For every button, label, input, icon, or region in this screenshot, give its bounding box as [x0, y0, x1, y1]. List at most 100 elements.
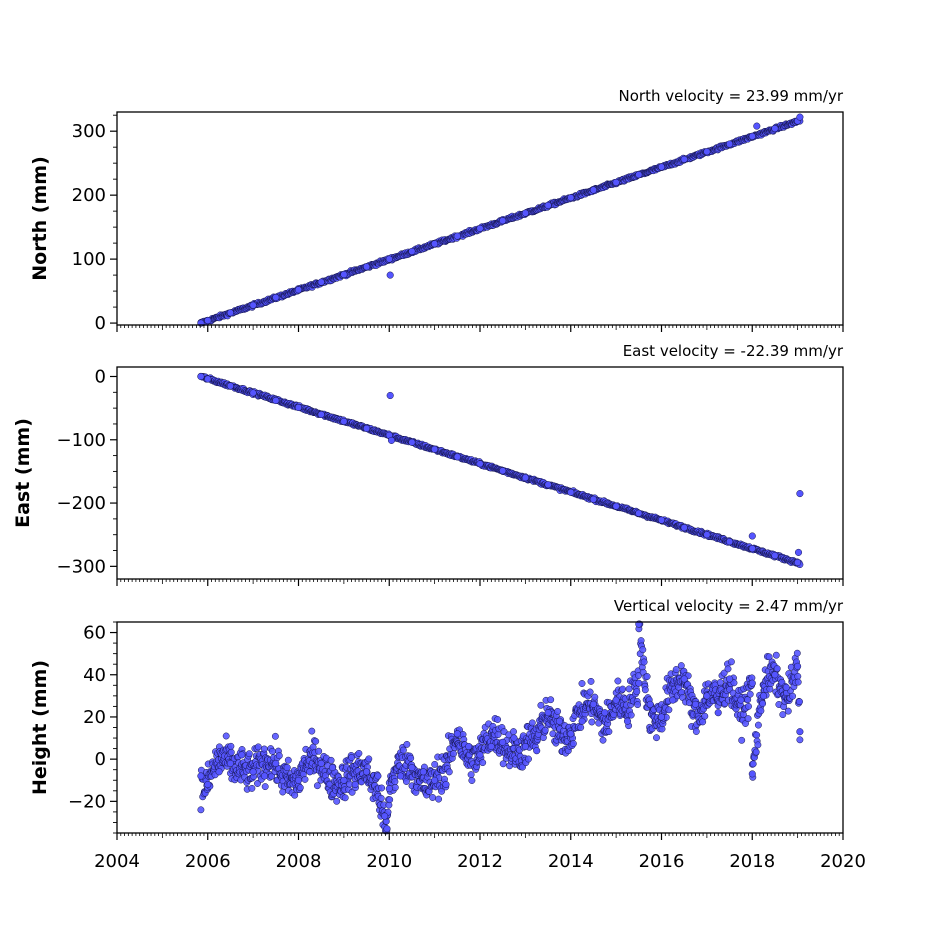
height-data-point — [301, 775, 309, 783]
height-data-point — [442, 780, 450, 789]
east-data-point — [363, 424, 371, 432]
x-tick-label: 2014 — [548, 851, 594, 872]
north-data-point — [726, 140, 734, 148]
east-y-tick-label: −100 — [57, 430, 106, 451]
height-data-point — [279, 788, 287, 796]
north-data-point — [317, 278, 325, 286]
height-data-point — [248, 784, 256, 792]
north-y-tick-label: 0 — [95, 313, 106, 334]
height-data-point — [521, 742, 529, 751]
height-data-point — [429, 794, 437, 801]
east-y-tick-label: −300 — [57, 556, 106, 577]
north-data-point — [386, 271, 394, 279]
east-panel: East velocity = -22.39 mm/yr East (mm) 0 −1… — [12, 342, 844, 586]
height-data-point — [399, 746, 407, 754]
north-y-ticks: 0 100 200 300 — [72, 114, 117, 334]
height-data-point — [746, 690, 754, 698]
height-data-point — [646, 700, 654, 708]
height-data-point — [653, 734, 660, 742]
north-data-point — [589, 186, 597, 194]
height-data-point — [701, 712, 709, 720]
height-data-point — [555, 717, 563, 725]
height-data-point — [227, 742, 235, 750]
height-data-point — [467, 771, 475, 779]
height-data-point — [341, 794, 349, 802]
east-data-point — [197, 372, 205, 381]
height-data-point — [275, 752, 283, 760]
east-data-point — [589, 495, 597, 503]
north-data-point — [408, 247, 416, 255]
height-data-point — [272, 759, 280, 767]
height-data-point — [589, 700, 597, 708]
height-data-point — [312, 737, 320, 745]
east-data-point — [249, 389, 257, 397]
north-data-point — [385, 255, 393, 263]
height-data-point — [789, 692, 797, 700]
height-data-point — [254, 743, 262, 751]
east-data-point — [794, 548, 803, 556]
height-data-point — [283, 764, 291, 772]
north-velocity-title: North velocity = 23.99 mm/yr — [619, 87, 844, 105]
east-data-point — [317, 410, 325, 419]
height-data-point — [793, 649, 801, 657]
height-data-point — [726, 675, 734, 683]
x-tick-label: 2012 — [457, 851, 503, 872]
east-data-point — [748, 545, 756, 553]
height-data-point — [577, 724, 585, 731]
north-data-point — [249, 301, 257, 309]
east-velocity-title: East velocity = -22.39 mm/yr — [623, 342, 844, 360]
east-data-point — [748, 532, 756, 540]
north-data-point — [476, 224, 484, 232]
height-data-point — [391, 784, 399, 791]
east-data-point — [544, 481, 552, 489]
height-data-point — [587, 677, 595, 685]
height-data-point — [385, 785, 393, 793]
height-data-point — [308, 727, 316, 735]
height-data-point — [738, 736, 746, 744]
north-data-point — [796, 113, 804, 121]
north-data-point — [544, 201, 552, 209]
height-data-point — [227, 748, 235, 756]
height-axis-label: Height (mm) — [29, 660, 51, 795]
height-y-tick-label: 60 — [83, 623, 106, 644]
height-data-point — [306, 768, 314, 776]
height-data-point — [271, 732, 279, 740]
east-data-point — [794, 558, 802, 567]
east-data-point — [387, 436, 396, 444]
height-data-point — [431, 776, 439, 784]
north-scatter-points — [197, 113, 804, 327]
east-data-point — [226, 382, 234, 390]
height-data-point — [261, 783, 269, 791]
height-y-tick-label: 0 — [95, 749, 106, 770]
north-data-point — [204, 316, 212, 325]
height-data-point — [749, 760, 757, 768]
height-data-point — [317, 759, 325, 767]
north-data-point — [294, 286, 303, 294]
height-data-point — [204, 780, 212, 789]
x-tick-label: 2018 — [729, 851, 775, 872]
height-data-point — [569, 740, 577, 748]
east-y-tick-label: −200 — [57, 493, 106, 514]
height-data-point — [640, 658, 648, 666]
north-data-point — [657, 163, 666, 171]
height-data-point — [226, 759, 234, 767]
east-data-point — [272, 396, 280, 405]
north-data-point — [453, 232, 461, 240]
north-data-point — [635, 171, 643, 179]
height-data-point — [479, 759, 487, 767]
height-data-point — [586, 688, 594, 696]
north-data-point — [612, 178, 620, 186]
height-data-point — [724, 665, 732, 673]
height-data-point — [397, 772, 405, 780]
height-data-point — [313, 782, 321, 790]
x-tick-label: 2004 — [94, 851, 140, 872]
height-data-point — [601, 709, 609, 717]
height-data-point — [351, 780, 359, 789]
east-data-point — [680, 524, 688, 532]
height-data-point — [355, 749, 363, 757]
height-data-point — [748, 770, 756, 778]
height-data-point — [476, 751, 484, 759]
x-tick-label: 2010 — [366, 851, 412, 872]
height-data-point — [328, 764, 337, 772]
height-data-point — [510, 728, 517, 736]
